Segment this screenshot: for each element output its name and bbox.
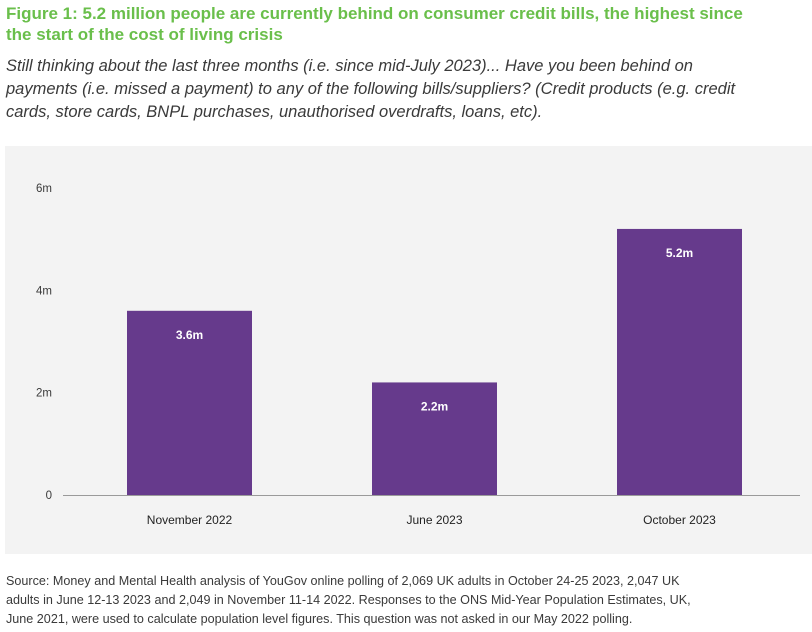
survey-question-line-3: cards, store cards, BNPL purchases, unau… — [6, 103, 543, 121]
bar — [127, 310, 252, 495]
chart-panel: 0 2m 4m 6m 3.6m November 2022 2.2m June 2023 5.2… — [5, 146, 812, 554]
bar-data-label: 2.2m — [421, 399, 448, 413]
source-line-2: adults in June 12-13 2023 and 2,049 in N… — [6, 593, 691, 607]
x-category-label: November 2022 — [147, 513, 233, 527]
y-tick-label: 0 — [46, 490, 52, 502]
bar-data-label: 3.6m — [176, 328, 203, 342]
survey-question-line-1: Still thinking about the last three mont… — [6, 57, 693, 75]
bar-data-label: 5.2m — [666, 246, 693, 260]
bar — [617, 228, 742, 495]
source-line-1: Source: Money and Mental Health analysis… — [6, 574, 680, 588]
y-tick-label: 2m — [36, 388, 52, 400]
y-tick-label: 4m — [36, 285, 52, 297]
y-tick-label: 6m — [36, 183, 52, 195]
bar-chart: 0 2m 4m 6m 3.6m November 2022 2.2m June 2023 5.2… — [36, 183, 800, 527]
figure-title-line-1: Figure 1: 5.2 million people are current… — [6, 4, 743, 23]
x-category-label: June 2023 — [406, 513, 462, 527]
survey-question-line-2: payments (i.e. missed a payment) to any … — [6, 80, 736, 98]
figure-title-line-2: the start of the cost of living crisis — [6, 25, 283, 44]
survey-question: Still thinking about the last three mont… — [6, 55, 812, 124]
source-line-3: June 2021, were used to calculate popula… — [6, 612, 633, 626]
x-category-label: October 2023 — [643, 513, 716, 527]
bar — [372, 382, 497, 495]
source-note: Source: Money and Mental Health analysis… — [6, 572, 812, 629]
figure-title: Figure 1: 5.2 million people are current… — [6, 3, 806, 45]
